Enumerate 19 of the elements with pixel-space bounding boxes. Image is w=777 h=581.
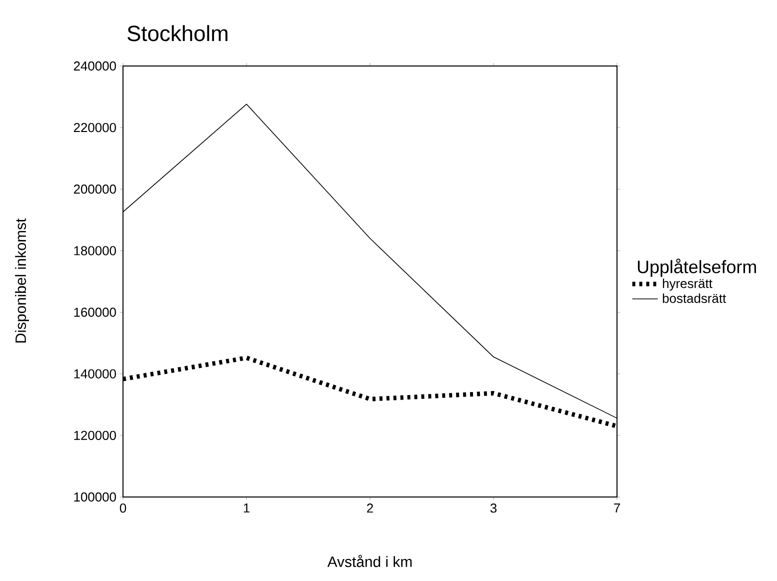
y-tick-label: 240000 bbox=[74, 61, 116, 71]
legend-title: Upplåtelseform bbox=[638, 258, 756, 277]
x-tick-label: 2 bbox=[367, 504, 373, 513]
x-tick-label: 3 bbox=[490, 504, 497, 513]
x-axis-title: Avstånd i km bbox=[327, 554, 412, 568]
y-tick-label: 100000 bbox=[74, 492, 116, 502]
y-tick-label: 180000 bbox=[74, 246, 116, 256]
y-tick-label: 200000 bbox=[74, 184, 116, 194]
chart-title: Stockholm bbox=[128, 25, 228, 42]
y-tick-label: 120000 bbox=[74, 430, 116, 440]
y-tick-label: 140000 bbox=[74, 369, 116, 378]
y-tick-label: 220000 bbox=[74, 122, 116, 132]
x-tick-label: 7 bbox=[614, 504, 620, 512]
y-tick-label: 160000 bbox=[74, 308, 116, 317]
x-tick-label: 1 bbox=[244, 504, 250, 512]
legend-label: hyresrätt bbox=[662, 278, 712, 291]
x-tick-label: 0 bbox=[120, 504, 126, 513]
legend-label: bostadsrätt bbox=[662, 293, 726, 303]
y-axis-title: Disponibel inkomst bbox=[15, 218, 29, 342]
